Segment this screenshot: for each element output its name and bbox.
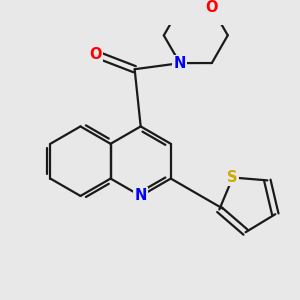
Text: S: S <box>227 170 238 185</box>
Text: O: O <box>89 47 102 62</box>
Text: O: O <box>206 0 218 15</box>
Text: N: N <box>174 56 186 71</box>
Text: N: N <box>134 188 147 203</box>
